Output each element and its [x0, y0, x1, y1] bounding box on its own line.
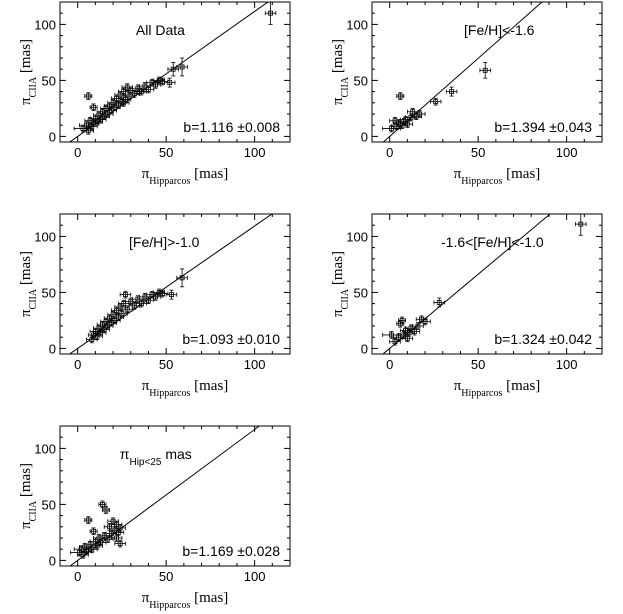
- data-point: [479, 62, 491, 79]
- data-point: [264, 2, 277, 25]
- x-tick-label: 100: [244, 357, 266, 372]
- y-tick-label: 50: [42, 73, 56, 88]
- data-point: [163, 77, 176, 88]
- y-tick-label: 100: [34, 229, 56, 244]
- y-axis-label: πCIIA [mas]: [18, 39, 39, 105]
- data-point: [575, 214, 587, 236]
- data-point: [401, 120, 414, 128]
- data-point: [433, 297, 445, 308]
- data-point: [117, 99, 130, 107]
- x-tick-label: 50: [471, 357, 485, 372]
- x-axis-label: πHipparcos [mas]: [142, 590, 229, 611]
- panel-all-data: 0 50 100 0 50 100 πHipparcos [mas] πCIIA [mas] A…: [18, 1, 291, 187]
- data-point: [382, 331, 401, 339]
- x-tick-label: 0: [74, 145, 81, 160]
- plot-frame: [59, 425, 291, 567]
- y-tick-label: 0: [49, 341, 56, 356]
- data-point: [176, 57, 188, 77]
- panel-pihip-lt-25: 0 50 100 0 50 100 πHipparcos [mas] πCIIA [mas] π…: [18, 425, 291, 611]
- data-point: [419, 317, 431, 326]
- x-tick-label: 0: [386, 357, 393, 372]
- data-point: [133, 87, 146, 96]
- data-point: [167, 62, 179, 77]
- panel-label: [Fe/H]<-1.6: [464, 22, 535, 38]
- panel-label: πHip<25 mas: [120, 446, 192, 468]
- y-tick-label: 50: [354, 285, 368, 300]
- x-tick-label: 100: [556, 145, 578, 160]
- y-tick-label: 100: [346, 17, 368, 32]
- y-tick-label: 0: [49, 553, 56, 568]
- y-tick-label: 50: [42, 497, 56, 512]
- y-axis-label: πCIIA [mas]: [330, 251, 351, 317]
- y-tick-label: 0: [49, 129, 56, 144]
- y-tick-label: 100: [346, 229, 368, 244]
- y-axis-label: πCIIA [mas]: [330, 39, 351, 105]
- data-point: [84, 92, 93, 100]
- data-point: [121, 305, 133, 313]
- y-tick-label: 50: [42, 285, 56, 300]
- fit-coefficient-label: b=1.169 ±0.028: [182, 543, 280, 559]
- x-tick-label: 0: [386, 145, 393, 160]
- panel-feh-gt-1.0: 0 50 100 0 50 100 πHipparcos [mas] πCIIA [mas] […: [18, 213, 291, 399]
- data-point: [89, 103, 98, 112]
- data-point: [114, 524, 126, 532]
- plot-frame: [371, 1, 603, 143]
- x-axis-label: πHipparcos [mas]: [142, 166, 229, 187]
- x-tick-label: 0: [74, 569, 81, 584]
- y-tick-label: 100: [34, 441, 56, 456]
- data-point: [84, 516, 93, 524]
- x-tick-label: 100: [244, 569, 266, 584]
- data-point: [429, 97, 442, 106]
- x-tick-label: 50: [471, 145, 485, 160]
- panel-feh-between: 0 50 100 0 50 100 πHipparcos [mas] πCIIA [mas] -…: [330, 213, 603, 399]
- fit-line: [69, 426, 261, 566]
- x-tick-label: 50: [159, 145, 173, 160]
- panel-feh-lt-1.6: 0 50 100 0 50 100 πHipparcos [mas] πCIIA [mas] […: [330, 1, 603, 187]
- fit-coefficient-label: b=1.324 ±0.042: [494, 331, 592, 347]
- data-point: [98, 500, 107, 509]
- x-axis-label: πHipparcos [mas]: [454, 378, 541, 399]
- data-point: [445, 86, 458, 97]
- x-axis-label: πHipparcos [mas]: [142, 378, 229, 399]
- data-point: [396, 92, 405, 100]
- data-point: [119, 290, 132, 299]
- x-tick-label: 50: [159, 569, 173, 584]
- data-point: [110, 534, 123, 542]
- panel-label: [Fe/H]>-1.0: [129, 234, 200, 250]
- y-tick-label: 0: [361, 129, 368, 144]
- panel-label: All Data: [136, 22, 185, 38]
- x-axis-label: πHipparcos [mas]: [454, 166, 541, 187]
- data-point: [414, 110, 426, 118]
- fit-line: [382, 2, 543, 142]
- panel-label: -1.6<[Fe/H]<-1.0: [441, 234, 544, 250]
- plot-frame: [59, 1, 291, 143]
- x-tick-label: 0: [74, 357, 81, 372]
- plot-frame: [59, 213, 291, 355]
- data-point: [117, 299, 130, 308]
- y-axis-label: πCIIA [mas]: [18, 463, 39, 529]
- data-point: [142, 85, 155, 94]
- x-tick-label: 100: [556, 357, 578, 372]
- fit-coefficient-label: b=1.394 ±0.043: [494, 119, 592, 135]
- data-point: [398, 316, 407, 325]
- y-tick-label: 0: [361, 341, 368, 356]
- y-tick-label: 50: [354, 73, 368, 88]
- data-point: [165, 289, 178, 300]
- data-point: [408, 327, 421, 336]
- data-point: [107, 99, 119, 107]
- fit-coefficient-label: b=1.116 ±0.008: [183, 119, 280, 135]
- data-point: [102, 506, 110, 514]
- y-axis-label: πCIIA [mas]: [18, 251, 39, 317]
- data-point: [176, 268, 188, 288]
- plot-frame: [371, 213, 603, 355]
- data-point: [128, 302, 141, 310]
- x-tick-label: 50: [159, 357, 173, 372]
- data-point: [89, 527, 98, 536]
- y-tick-label: 100: [34, 17, 56, 32]
- fit-coefficient-label: b=1.093 ±0.010: [182, 331, 280, 347]
- x-tick-label: 100: [244, 145, 266, 160]
